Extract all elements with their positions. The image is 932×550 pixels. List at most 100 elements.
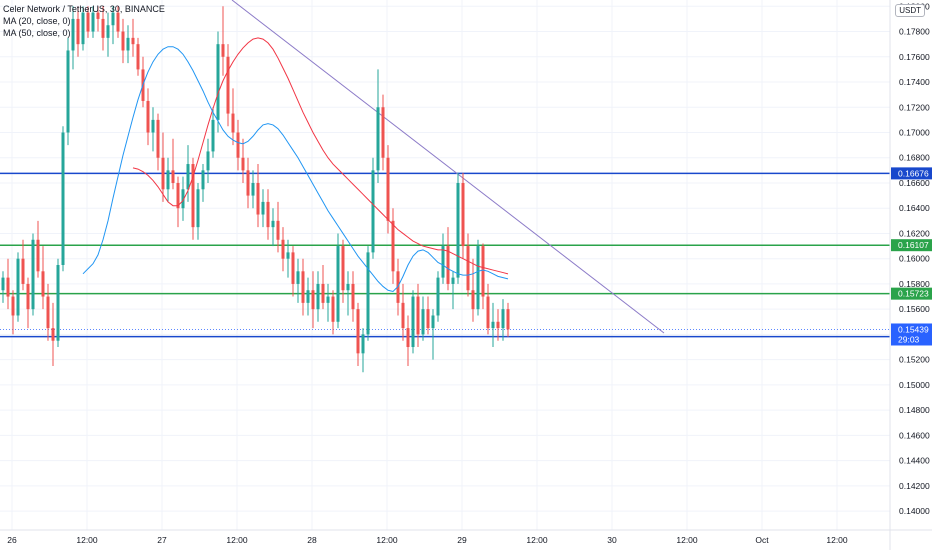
- candle-body[interactable]: [36, 239, 40, 272]
- candle-body[interactable]: [91, 12, 95, 32]
- candle-body[interactable]: [261, 201, 265, 215]
- legend-ma50[interactable]: MA (50, close, 0): [3, 28, 71, 38]
- candle-body[interactable]: [446, 246, 450, 284]
- candle-body[interactable]: [296, 271, 300, 284]
- candle-body[interactable]: [276, 220, 280, 240]
- candle-body[interactable]: [156, 119, 160, 158]
- candle-body[interactable]: [481, 246, 485, 297]
- candle-body[interactable]: [146, 100, 150, 133]
- candle-body[interactable]: [231, 113, 235, 133]
- candle-body[interactable]: [236, 132, 240, 158]
- candle-body[interactable]: [6, 277, 10, 297]
- candle-body[interactable]: [161, 157, 165, 190]
- candle-body[interactable]: [86, 12, 90, 32]
- candle-body[interactable]: [321, 283, 325, 303]
- candle-body[interactable]: [106, 25, 110, 38]
- candle-body[interactable]: [441, 246, 445, 278]
- candle-body[interactable]: [466, 246, 470, 291]
- candle-body[interactable]: [136, 44, 140, 70]
- candle-body[interactable]: [496, 321, 500, 329]
- candle-body[interactable]: [471, 290, 475, 310]
- candle-body[interactable]: [16, 258, 20, 316]
- candle-body[interactable]: [371, 170, 375, 253]
- candle-body[interactable]: [66, 50, 70, 133]
- candle-body[interactable]: [411, 296, 415, 348]
- candle-body[interactable]: [211, 119, 215, 152]
- candle-body[interactable]: [336, 246, 340, 322]
- candle-body[interactable]: [46, 296, 50, 329]
- candle-body[interactable]: [346, 283, 350, 291]
- candle-body[interactable]: [356, 309, 360, 354]
- candle-body[interactable]: [31, 239, 35, 310]
- candle-body[interactable]: [486, 296, 490, 329]
- candle-body[interactable]: [101, 18, 105, 38]
- candle-body[interactable]: [1, 277, 5, 291]
- candle-body[interactable]: [166, 170, 170, 190]
- candle-body[interactable]: [506, 309, 510, 330]
- candle-body[interactable]: [96, 12, 100, 19]
- candle-body[interactable]: [51, 328, 55, 341]
- candle-body[interactable]: [311, 290, 315, 310]
- legend-ma20[interactable]: MA (20, close, 0): [3, 16, 71, 26]
- candle-body[interactable]: [491, 321, 495, 329]
- candle-body[interactable]: [341, 246, 345, 291]
- candle-body[interactable]: [256, 182, 260, 215]
- candle-body[interactable]: [81, 12, 85, 45]
- candle-body[interactable]: [376, 107, 380, 171]
- trend-line[interactable]: [231, 0, 665, 334]
- candle-body[interactable]: [126, 37, 130, 51]
- candle-body[interactable]: [266, 201, 270, 228]
- candle-body[interactable]: [381, 107, 385, 158]
- candle-body[interactable]: [171, 170, 175, 183]
- candle-body[interactable]: [366, 252, 370, 335]
- candle-body[interactable]: [251, 182, 255, 196]
- candle-body[interactable]: [111, 12, 115, 26]
- candle-body[interactable]: [201, 170, 205, 190]
- candle-body[interactable]: [416, 296, 420, 335]
- candle-body[interactable]: [406, 328, 410, 348]
- candle-body[interactable]: [61, 132, 65, 266]
- candle-body[interactable]: [316, 283, 320, 310]
- candle-body[interactable]: [361, 334, 365, 354]
- candle-body[interactable]: [386, 157, 390, 221]
- candle-body[interactable]: [431, 315, 435, 329]
- candle-body[interactable]: [306, 290, 310, 303]
- candle-body[interactable]: [186, 164, 190, 190]
- candle-body[interactable]: [151, 119, 155, 133]
- candle-body[interactable]: [71, 18, 75, 51]
- candle-body[interactable]: [11, 296, 15, 316]
- candle-body[interactable]: [501, 309, 505, 329]
- candle-body[interactable]: [41, 271, 45, 297]
- candle-body[interactable]: [121, 31, 125, 51]
- candle-body[interactable]: [26, 283, 30, 310]
- candle-body[interactable]: [246, 170, 250, 196]
- candle-body[interactable]: [216, 44, 220, 120]
- candle-body[interactable]: [326, 296, 330, 303]
- candle-body[interactable]: [241, 157, 245, 171]
- candle-body[interactable]: [281, 239, 285, 259]
- candle-body[interactable]: [401, 302, 405, 329]
- candle-body[interactable]: [76, 18, 80, 45]
- candle-body[interactable]: [221, 44, 225, 57]
- candle-body[interactable]: [331, 296, 335, 322]
- candle-body[interactable]: [196, 189, 200, 228]
- candle-body[interactable]: [451, 277, 455, 284]
- candle-body[interactable]: [351, 283, 355, 310]
- candle-body[interactable]: [391, 220, 395, 272]
- candle-body[interactable]: [426, 309, 430, 329]
- candle-body[interactable]: [421, 309, 425, 335]
- candle-body[interactable]: [436, 277, 440, 316]
- candle-body[interactable]: [286, 252, 290, 259]
- candle-body[interactable]: [131, 37, 135, 45]
- candle-body[interactable]: [301, 271, 305, 303]
- candle-body[interactable]: [271, 220, 275, 228]
- candle-body[interactable]: [181, 189, 185, 209]
- candle-body[interactable]: [191, 164, 195, 228]
- currency-button[interactable]: USDT: [895, 4, 925, 17]
- candle-body[interactable]: [116, 12, 120, 32]
- candle-body[interactable]: [21, 258, 25, 284]
- candle-body[interactable]: [226, 56, 230, 114]
- candle-body[interactable]: [476, 246, 480, 310]
